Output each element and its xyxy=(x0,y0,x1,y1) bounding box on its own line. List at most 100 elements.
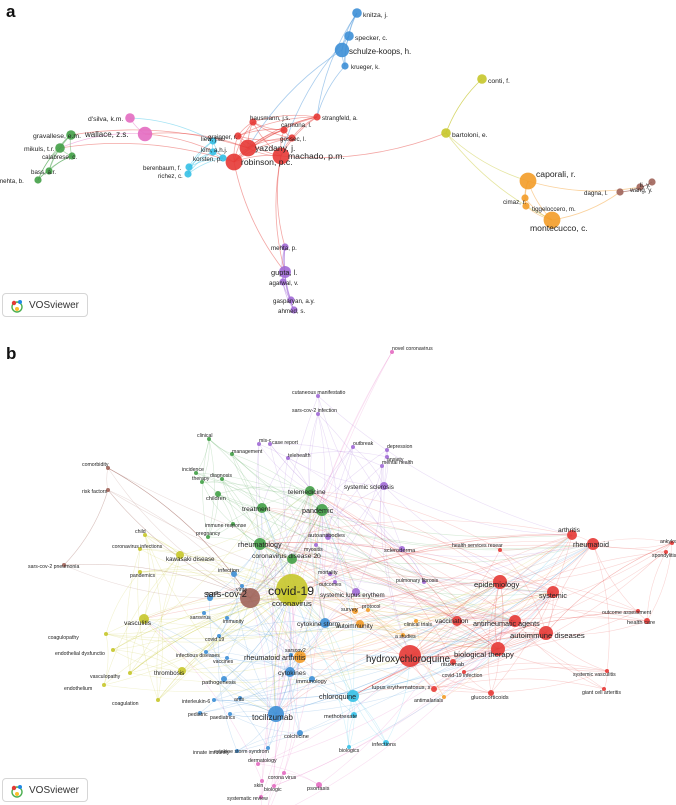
node-vasculopathy[interactable] xyxy=(128,671,132,675)
node-tiggeloccero-m[interactable] xyxy=(522,202,530,210)
node-montecucco-c[interactable] xyxy=(543,211,561,229)
node-telemedicine[interactable] xyxy=(305,486,315,496)
node-innate-immunity[interactable] xyxy=(235,749,239,753)
node-grainger-r[interactable] xyxy=(234,132,242,140)
node-kim-a-h-j[interactable] xyxy=(209,148,217,156)
node-paediatrics[interactable] xyxy=(228,712,232,716)
node-rheumatoid-arthritis[interactable] xyxy=(294,651,306,663)
node-tocilizumab[interactable] xyxy=(268,706,284,722)
node-strangfeld-a[interactable] xyxy=(313,113,321,121)
node-mehta-b[interactable] xyxy=(34,176,42,184)
node-biological-therapy[interactable] xyxy=(491,642,505,656)
node-covid-19[interactable] xyxy=(217,634,221,638)
node-pathogenesis[interactable] xyxy=(221,676,227,682)
node-colchicine[interactable] xyxy=(297,730,303,736)
node-ace2[interactable] xyxy=(207,595,213,601)
node-antimalarials[interactable] xyxy=(442,695,446,699)
node-rituximab[interactable] xyxy=(450,659,456,665)
node-rheumatoid[interactable] xyxy=(587,538,599,550)
node-yazdany-j[interactable] xyxy=(239,139,257,157)
node-richez-c[interactable] xyxy=(184,170,192,178)
node-outcomes[interactable] xyxy=(333,580,337,584)
node-systemic[interactable] xyxy=(547,586,559,598)
node-sars-cov-2-pneumonia[interactable] xyxy=(62,563,66,567)
node-corona-virus[interactable] xyxy=(282,771,286,775)
node-knitza-j[interactable] xyxy=(352,8,362,18)
node-endothelial-dysfunctio[interactable] xyxy=(111,648,115,652)
node-krueger-k[interactable] xyxy=(341,62,349,70)
node-outbreak[interactable] xyxy=(351,445,355,449)
node-clinical[interactable] xyxy=(207,437,211,441)
node-a-studies[interactable] xyxy=(401,633,405,637)
node-incidence[interactable] xyxy=(194,471,198,475)
node-calabrese-c[interactable] xyxy=(68,152,76,160)
node-clinical-trials[interactable] xyxy=(414,619,418,623)
node-coagulation[interactable] xyxy=(156,698,160,702)
vosviewer-badge[interactable]: VOSviewer xyxy=(2,778,89,802)
node-pandemics[interactable] xyxy=(138,570,142,574)
node-specker-c[interactable] xyxy=(344,31,354,41)
node-systemic-vasculitis[interactable] xyxy=(605,669,609,673)
node-therapy[interactable] xyxy=(200,480,204,484)
node-infectious-diseases[interactable] xyxy=(204,650,208,654)
node-glucocorticoids[interactable] xyxy=(488,690,494,696)
node-d-silva-k-m[interactable] xyxy=(125,113,135,123)
node-mehta-p[interactable] xyxy=(281,243,289,251)
node-health-care[interactable] xyxy=(644,618,650,624)
node-sarscov2[interactable] xyxy=(289,653,293,657)
node-pregnancy[interactable] xyxy=(206,535,210,539)
node-immune-response[interactable] xyxy=(231,522,235,526)
node-mental-health[interactable] xyxy=(380,464,384,468)
node-ards[interactable] xyxy=(238,696,242,700)
node-telehealth[interactable] xyxy=(286,456,290,460)
node-coagulopathy[interactable] xyxy=(104,632,108,636)
node-psoriasis[interactable] xyxy=(316,782,322,788)
node-pediatric[interactable] xyxy=(198,711,202,715)
node-methotrexate[interactable] xyxy=(351,712,357,718)
node-vaccines[interactable] xyxy=(225,656,229,660)
node-wang-y[interactable] xyxy=(636,183,644,191)
node-epidemiology[interactable] xyxy=(493,575,507,589)
node-bass-a-r[interactable] xyxy=(45,167,53,175)
node-ankylosing[interactable] xyxy=(670,541,674,545)
node-giant-cell-arteritis[interactable] xyxy=(602,687,606,691)
node-machado-p-m[interactable] xyxy=(272,147,290,165)
node-dermatology[interactable] xyxy=(256,762,260,766)
node-autoimmune-diseases[interactable] xyxy=(539,626,553,640)
node-case-report[interactable] xyxy=(268,442,272,446)
node-protocol[interactable] xyxy=(366,608,370,612)
node-outcome-assessment[interactable] xyxy=(636,609,640,613)
node-gravallese-e-m[interactable] xyxy=(66,130,76,140)
node-korsten-p[interactable] xyxy=(219,154,227,162)
node-gossec-l[interactable] xyxy=(288,134,296,142)
node-interleukin-6[interactable] xyxy=(212,698,216,702)
node-robinson-p-c[interactable] xyxy=(225,153,243,171)
node-scleroderma[interactable] xyxy=(399,546,405,552)
node-survey[interactable] xyxy=(352,608,358,614)
node-systemic-sclerosis[interactable] xyxy=(380,482,388,490)
node-cytokine-storm-syndrom[interactable] xyxy=(266,746,270,750)
node-antirheumatic-agents[interactable] xyxy=(509,615,521,627)
node-ahmed-s[interactable] xyxy=(290,306,298,314)
node-autoantibodies[interactable] xyxy=(325,534,331,540)
node-gasparyan-a-y[interactable] xyxy=(287,296,295,304)
node-myositis[interactable] xyxy=(314,543,318,547)
node-sarsvirus[interactable] xyxy=(202,611,206,615)
node-cytokines[interactable] xyxy=(285,667,295,677)
node-li-y[interactable] xyxy=(648,178,656,186)
node-cytokine-storm[interactable] xyxy=(320,618,330,628)
node-systemic-lupus-erythem[interactable] xyxy=(352,588,360,596)
vosviewer-badge[interactable]: VOSviewer xyxy=(2,293,89,317)
node-endothelium[interactable] xyxy=(102,683,106,687)
node-biologic[interactable] xyxy=(272,784,276,788)
node-management[interactable] xyxy=(230,452,234,456)
node-mikuls-t-r[interactable] xyxy=(55,143,65,153)
node-liew-j-w[interactable] xyxy=(209,137,217,145)
node-coronavirus-disease-20[interactable] xyxy=(287,554,297,564)
node-infections[interactable] xyxy=(383,740,389,746)
node-comorbidity[interactable] xyxy=(106,466,110,470)
node-dagna-l[interactable] xyxy=(616,188,624,196)
node-cimaz-r[interactable] xyxy=(521,194,529,202)
node-systematic-review[interactable] xyxy=(259,795,263,799)
node-coronavirus[interactable] xyxy=(283,590,297,604)
